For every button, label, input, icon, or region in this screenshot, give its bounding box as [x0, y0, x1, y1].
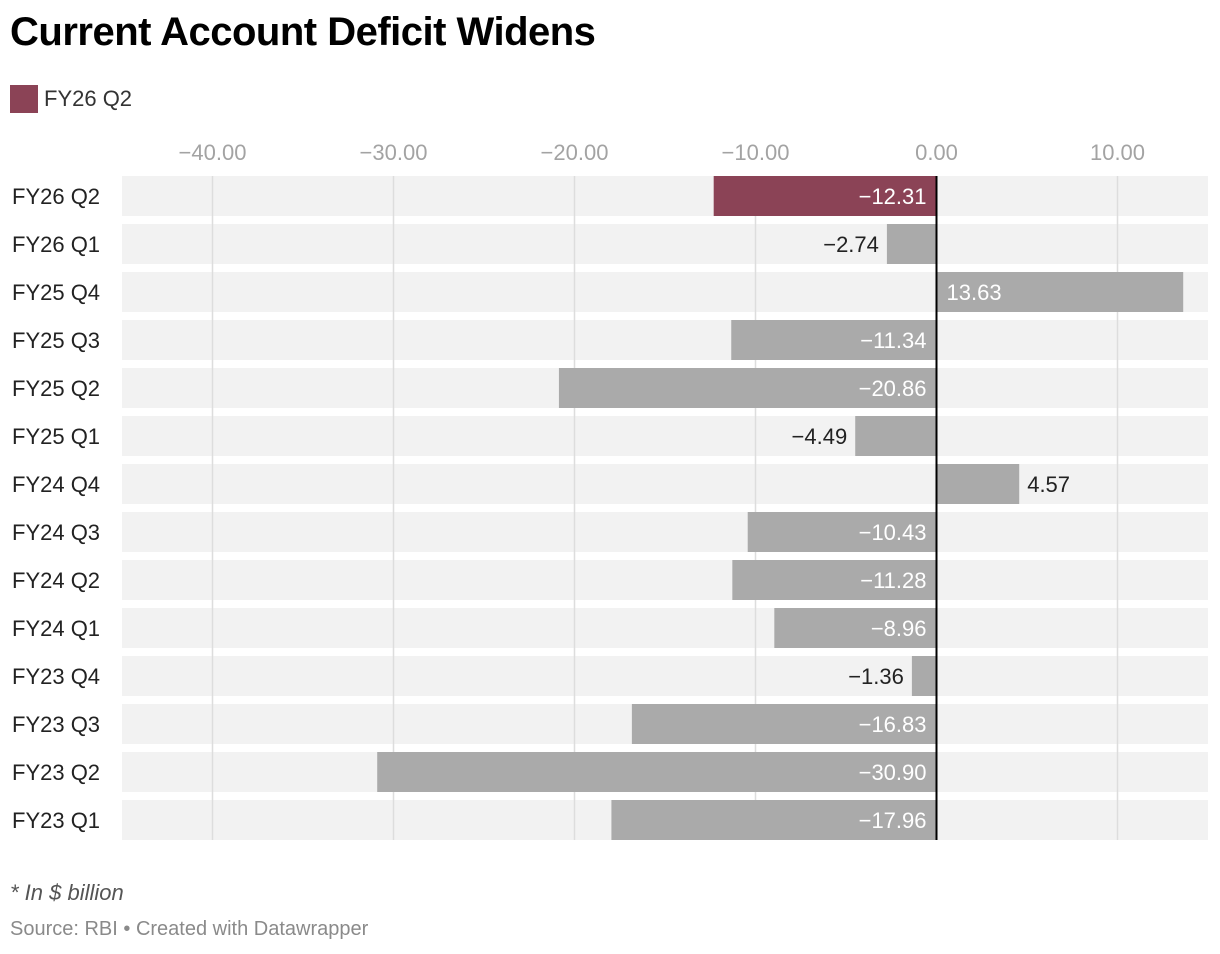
x-tick-label: 0.00	[915, 140, 958, 165]
row-band	[122, 320, 1208, 360]
row-band	[122, 608, 1208, 648]
legend-label: FY26 Q2	[44, 86, 133, 111]
bar	[936, 464, 1020, 504]
legend: FY26 Q2	[10, 84, 132, 114]
row-band	[122, 464, 1208, 504]
category-label: FY25 Q1	[12, 424, 100, 449]
bar	[731, 320, 937, 360]
category-label: FY24 Q1	[12, 616, 100, 641]
category-label: FY23 Q3	[12, 712, 100, 737]
value-label: −2.74	[823, 232, 879, 257]
value-label: −11.34	[860, 328, 926, 353]
category-label: FY24 Q2	[12, 568, 100, 593]
bar	[611, 800, 937, 840]
unit-note: * In $ billion	[10, 880, 124, 905]
value-label: 4.57	[1027, 472, 1070, 497]
value-label: 13.63	[947, 280, 1002, 305]
row-band	[122, 656, 1208, 696]
value-label: −1.36	[848, 664, 904, 689]
value-label: −16.83	[859, 712, 927, 737]
bar	[936, 272, 1184, 312]
x-tick-label: −20.00	[541, 140, 609, 165]
value-label: −12.31	[859, 184, 927, 209]
row-band	[122, 176, 1208, 216]
legend-swatch	[10, 85, 38, 113]
row-band	[122, 416, 1208, 456]
value-label: −30.90	[859, 760, 927, 785]
category-label: FY24 Q4	[12, 472, 100, 497]
bar	[886, 224, 937, 264]
source-credit: Source: RBI • Created with Datawrapper	[10, 918, 369, 940]
category-label: FY25 Q4	[12, 280, 100, 305]
x-tick-label: −30.00	[360, 140, 428, 165]
category-label: FY25 Q2	[12, 376, 100, 401]
value-label: −11.28	[860, 568, 926, 593]
bar	[558, 368, 937, 408]
x-tick-label: −40.00	[179, 140, 247, 165]
value-label: −10.43	[859, 520, 927, 545]
category-label: FY23 Q4	[12, 664, 100, 689]
bar	[747, 512, 937, 552]
row-band	[122, 560, 1208, 600]
category-label: FY25 Q3	[12, 328, 100, 353]
x-tick-label: −10.00	[722, 140, 790, 165]
row-band	[122, 224, 1208, 264]
category-label: FY24 Q3	[12, 520, 100, 545]
value-label: −4.49	[792, 424, 848, 449]
chart-title: Current Account Deficit Widens	[10, 10, 596, 54]
x-tick-label: 10.00	[1090, 140, 1145, 165]
category-label: FY23 Q2	[12, 760, 100, 785]
bar	[377, 752, 937, 792]
category-label: FY26 Q2	[12, 184, 100, 209]
value-label: −20.86	[859, 376, 927, 401]
bar	[732, 560, 937, 600]
value-label: −17.96	[859, 808, 927, 833]
row-band	[122, 512, 1208, 552]
bar	[713, 176, 937, 216]
value-label: −8.96	[871, 616, 927, 641]
bar	[631, 704, 937, 744]
bar-chart: −40.00 −30.00 −20.00 −10.00 0.00 10.00 FY26 Q2…	[12, 140, 1208, 840]
category-label: FY23 Q1	[12, 808, 100, 833]
bar	[911, 656, 937, 696]
category-label: FY26 Q1	[12, 232, 100, 257]
bar	[774, 608, 937, 648]
bar	[855, 416, 937, 456]
